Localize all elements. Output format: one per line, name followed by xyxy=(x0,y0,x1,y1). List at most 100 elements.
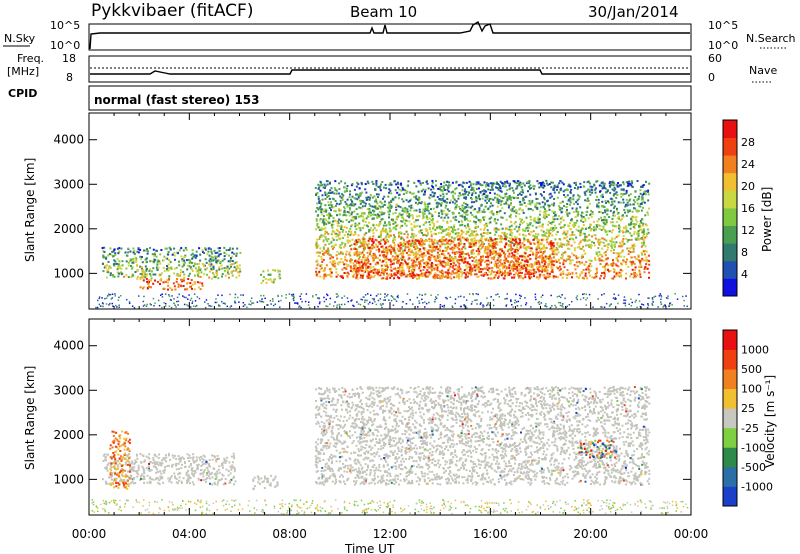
velocity-colorbar: -1000 -500 -100 -25 25 100 500 1000 xyxy=(722,329,773,507)
power-ytick-label: 3000 xyxy=(53,177,84,191)
xtick-label: 00:00 xyxy=(72,527,107,541)
noise-panel: N.Sky 10^5 10^0 10^5 10^0 N.Search xyxy=(3,19,796,52)
velocity-ylabel: Slant Range [km] xyxy=(23,366,37,470)
power-region-4 xyxy=(352,237,555,280)
cpid-panel-frame xyxy=(88,85,692,111)
xtick-label: 04:00 xyxy=(172,527,207,541)
velocity-ytick-label: 3000 xyxy=(53,383,84,397)
xtick-label: 12:00 xyxy=(373,527,408,541)
nsearch-tick-top: 10^5 xyxy=(708,19,738,32)
velocity-x-axis: 00:00 04:00 08:00 12:00 16:00 20:00 00:00 xyxy=(72,319,709,541)
power-x-ticks xyxy=(88,113,692,309)
power-colorbar-label: Power [dB] xyxy=(760,187,774,252)
nave-label: Nave xyxy=(749,64,777,77)
cpid-value: normal (fast stereo) 153 xyxy=(94,93,260,107)
velocity-y-axis: 1000 2000 3000 4000 xyxy=(53,339,691,486)
power-colorbar-tick: 24 xyxy=(741,158,755,171)
date-label: 30/Jan/2014 xyxy=(588,3,679,21)
xtick-label: 16:00 xyxy=(473,527,508,541)
velocity-colorbar-swatch xyxy=(723,466,737,487)
freq-panel-frame xyxy=(88,55,692,83)
power-colorbar-swatch xyxy=(723,225,737,244)
power-ylabel: Slant Range [km] xyxy=(23,158,37,262)
nsky-label: N.Sky xyxy=(4,32,36,45)
power-ytick-label: 2000 xyxy=(53,222,84,236)
power-region-3 xyxy=(314,179,651,280)
power-colorbar-tick: 8 xyxy=(741,246,748,259)
power-ytick-label: 1000 xyxy=(53,266,84,280)
station-title: Pykkvibaer (fitACF) xyxy=(91,1,253,21)
power-colorbar-tick: 28 xyxy=(741,136,755,149)
velocity-colorbar-tick: 25 xyxy=(741,402,755,415)
power-region-1 xyxy=(139,277,204,291)
velocity-colorbar-tick: 500 xyxy=(741,363,762,376)
freq-unit: [MHz] xyxy=(7,65,39,78)
xtick-label: 20:00 xyxy=(573,527,608,541)
velocity-colorbar-tick: 1000 xyxy=(741,344,769,357)
power-colorbar-swatch xyxy=(723,190,737,209)
power-colorbar-tick: 20 xyxy=(741,180,755,193)
velocity-colorbar-tick: -100 xyxy=(741,441,766,454)
velocity-colorbar-tick: -1000 xyxy=(741,480,773,493)
nsearch-tick-bottom: 10^0 xyxy=(708,39,738,52)
velocity-ytick-label: 1000 xyxy=(53,472,84,486)
power-colorbar: 4 8 12 16 20 24 28 xyxy=(722,119,755,297)
velocity-colorbar-swatch xyxy=(723,369,737,390)
power-colorbar-swatch xyxy=(723,172,737,191)
velocity-marks xyxy=(91,385,689,515)
nsky-trace xyxy=(89,20,690,50)
power-colorbar-swatch xyxy=(723,208,737,226)
power-marks xyxy=(95,179,688,309)
velocity-colorbar-label: Velocity [m s⁻¹] xyxy=(763,375,777,468)
power-y-axis: 1000 2000 3000 4000 xyxy=(53,133,691,280)
x-axis-label: Time UT xyxy=(344,542,395,554)
power-ytick-label: 4000 xyxy=(53,133,84,147)
cpid-label: CPID xyxy=(8,87,37,100)
power-colorbar-swatch xyxy=(723,137,737,156)
power-colorbar-tick: 16 xyxy=(741,202,755,215)
power-panel: 1000 2000 3000 4000 Slant Range [km] xyxy=(23,112,692,310)
power-colorbar-swatch xyxy=(723,155,737,174)
velocity-ytick-label: 2000 xyxy=(53,428,84,442)
power-colorbar-swatch xyxy=(723,278,737,297)
freq-tick-bottom: 8 xyxy=(66,71,73,84)
freq-tick-top: 18 xyxy=(62,52,76,65)
velocity-colorbar-tick: -25 xyxy=(741,422,759,435)
beam-label: Beam 10 xyxy=(350,3,417,21)
freq-panel: Freq. [MHz] CPID 18 8 60 0 Nave xyxy=(7,52,777,100)
velocity-colorbar-swatch xyxy=(723,486,737,507)
power-ground-scatter xyxy=(95,293,688,309)
power-colorbar-tick: 4 xyxy=(741,268,748,281)
velocity-colorbar-swatch xyxy=(723,427,737,448)
xtick-label: 00:00 xyxy=(674,527,709,541)
velocity-colorbar-swatch xyxy=(723,330,737,350)
nsky-tick-top: 10^5 xyxy=(50,19,80,32)
velocity-region-2 xyxy=(314,385,651,486)
velocity-colorbar-tick: -500 xyxy=(741,461,766,474)
velocity-region-4 xyxy=(578,439,618,459)
nave-tick-top: 60 xyxy=(708,52,722,65)
xtick-label: 08:00 xyxy=(272,527,307,541)
velocity-region-1 xyxy=(252,474,279,491)
nave-tick-bottom: 0 xyxy=(708,71,715,84)
power-region-0 xyxy=(101,246,242,280)
velocity-colorbar-swatch xyxy=(723,447,737,468)
velocity-colorbar-swatch xyxy=(723,408,737,429)
power-colorbar-tick: 12 xyxy=(741,224,755,237)
velocity-colorbar-tick: 100 xyxy=(741,383,762,396)
power-colorbar-swatch xyxy=(723,243,737,262)
freq-label: Freq. xyxy=(17,52,44,65)
power-colorbar-swatch xyxy=(723,260,737,279)
power-colorbar-swatch xyxy=(723,120,737,138)
nsearch-label: N.Search xyxy=(746,32,796,45)
velocity-region-3 xyxy=(109,430,131,490)
power-region-2 xyxy=(260,269,282,285)
velocity-ground-scatter xyxy=(91,499,689,515)
freq-trace xyxy=(90,69,690,75)
velocity-colorbar-swatch xyxy=(723,349,737,370)
velocity-ytick-label: 4000 xyxy=(53,339,84,353)
velocity-colorbar-swatch xyxy=(723,388,737,409)
nsky-tick-bottom: 10^0 xyxy=(50,39,80,52)
